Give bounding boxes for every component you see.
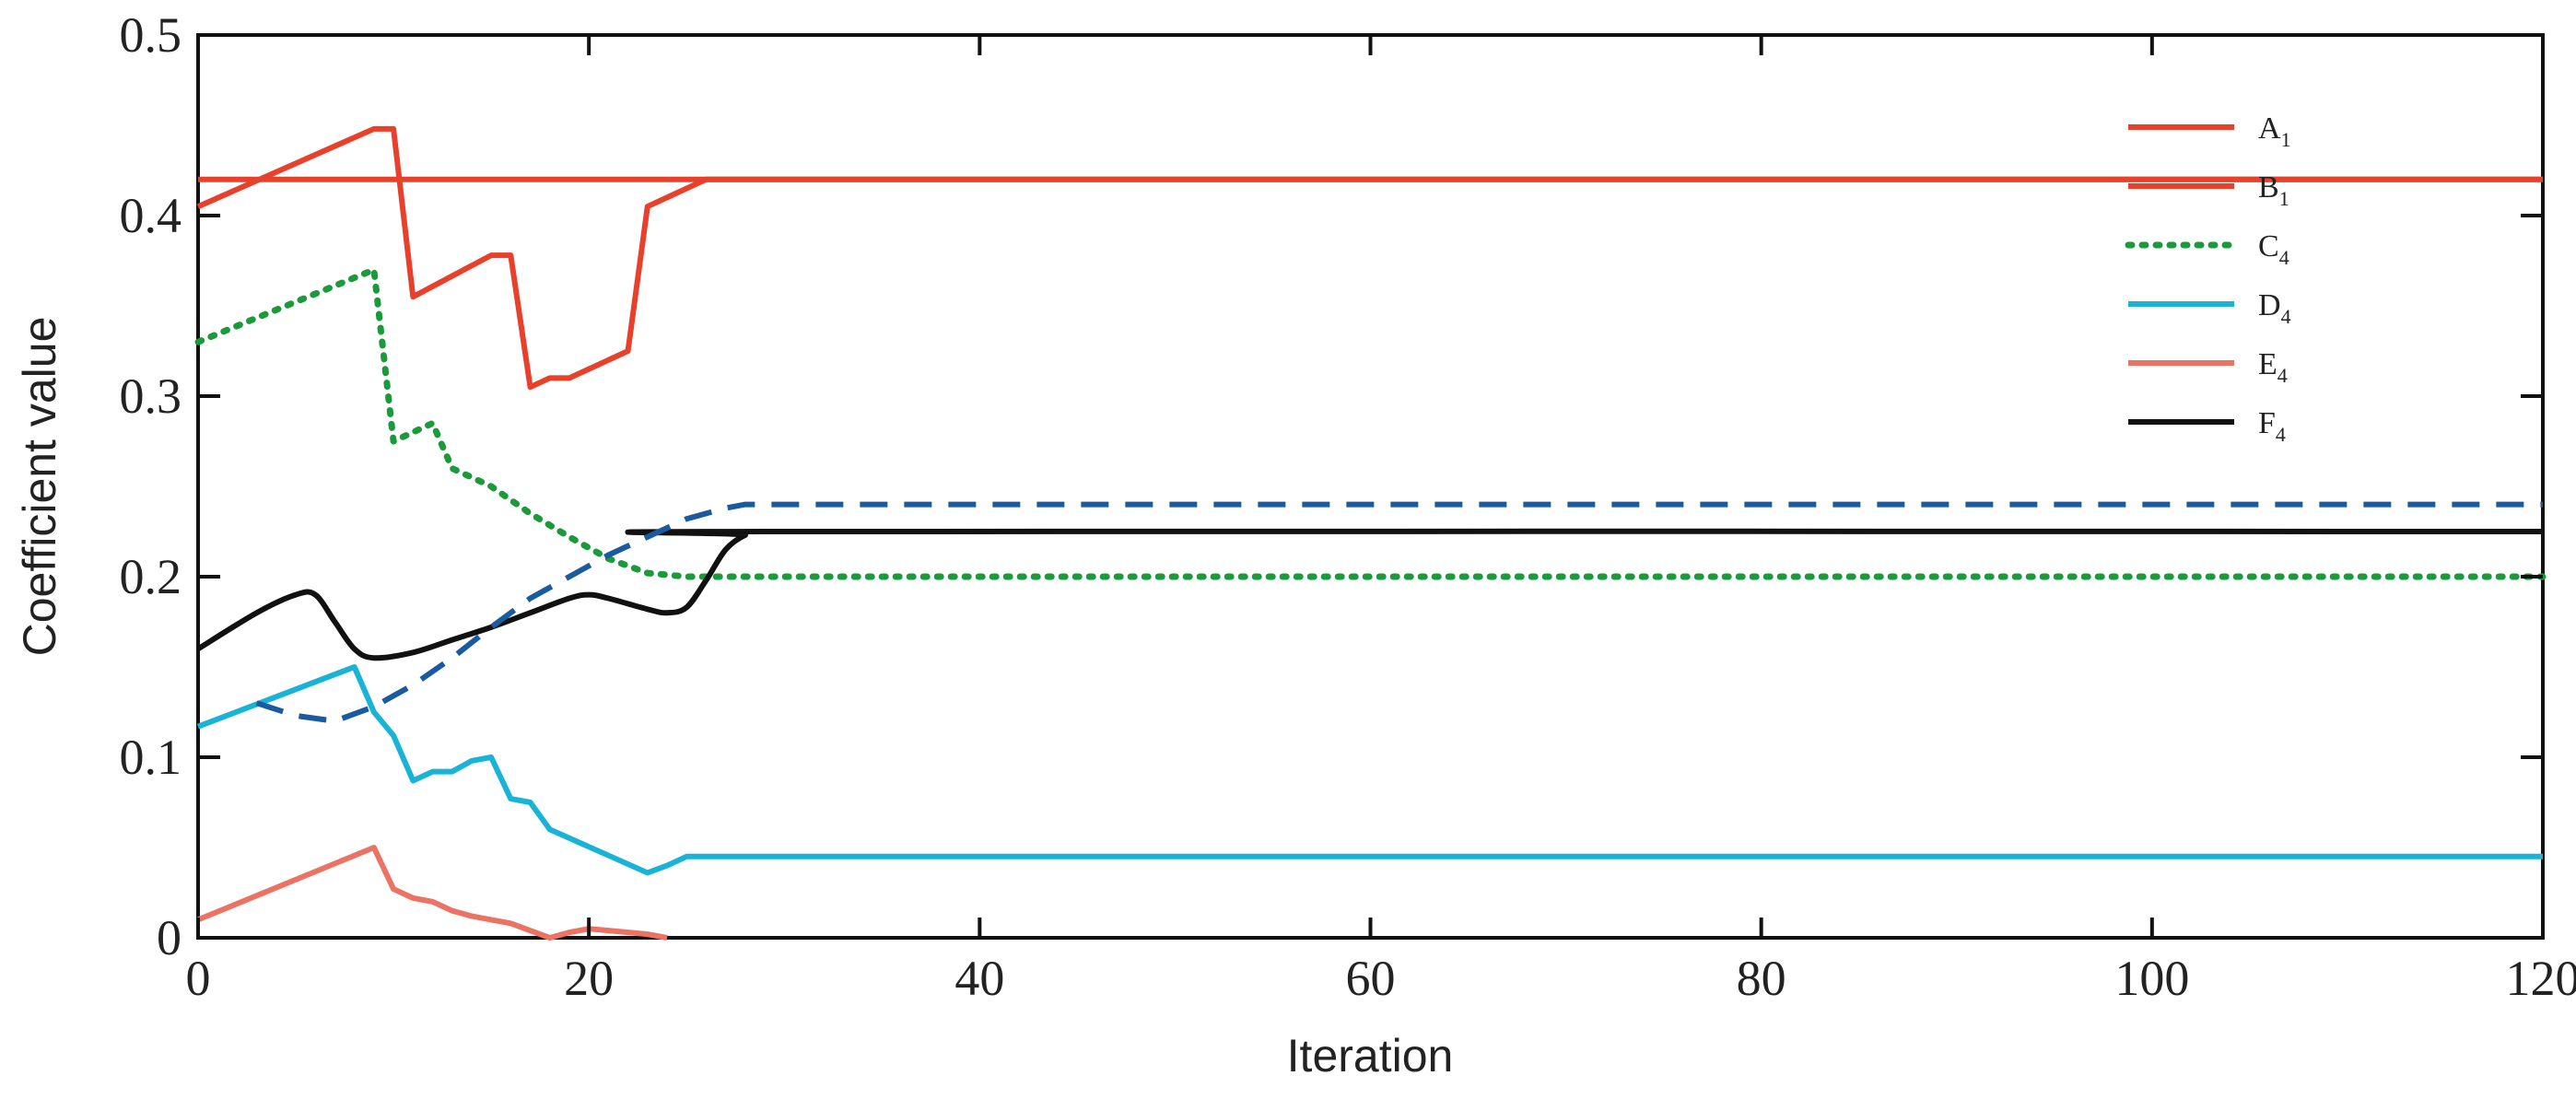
legend-label-e4: E4 — [2258, 347, 2288, 387]
x-tick-label-60: 60 — [1346, 951, 1396, 1006]
series-line-a1 — [196, 125, 2543, 391]
legend-subscript-c4: 4 — [2279, 246, 2289, 269]
legend-subscript-e4: 4 — [2277, 364, 2288, 387]
legend-label-c4: C4 — [2258, 229, 2289, 269]
y-tick-label-0.2: 0.2 — [120, 549, 182, 604]
x-tick-label-40: 40 — [954, 951, 1004, 1006]
x-tick-label-100: 100 — [2114, 951, 2189, 1006]
series-line-e4 — [196, 845, 668, 941]
legend-subscript-b1: 1 — [2279, 187, 2289, 210]
legend-subscript-f4: 4 — [2276, 423, 2286, 446]
legend-label-d4: D4 — [2258, 288, 2291, 328]
y-tick-label-0.3: 0.3 — [120, 368, 182, 424]
x-tick-label-0: 0 — [186, 951, 211, 1006]
x-tick-label-20: 20 — [564, 951, 614, 1006]
series-line-unlabeled-6 — [255, 501, 2543, 724]
legend: A1 B1 C4 D4 E4 F4 — [2125, 111, 2291, 446]
legend-subscript-d4: 4 — [2281, 305, 2291, 328]
y-axis-title: Coefficient value — [14, 317, 65, 657]
series-line-f4 — [196, 528, 2544, 661]
x-tick-label-80: 80 — [1737, 951, 1786, 1006]
series-line-d4 — [196, 664, 2543, 876]
y-tick-label-0: 0 — [157, 910, 181, 965]
legend-label-a1: A1 — [2258, 111, 2291, 151]
legend-label-f4: F4 — [2258, 406, 2286, 446]
x-tick-label-120: 120 — [2506, 951, 2576, 1006]
series-layer — [194, 125, 2547, 941]
y-tick-label-0.5: 0.5 — [120, 7, 182, 63]
plot-frame — [196, 33, 2545, 940]
y-tick-label-0.1: 0.1 — [120, 730, 182, 785]
series-line-c4 — [194, 266, 2547, 580]
y-tick-label-0.4: 0.4 — [120, 188, 182, 243]
x-axis-title: Iteration — [1287, 1030, 1454, 1081]
legend-subscript-a1: 1 — [2281, 128, 2291, 151]
ticks-layer: 0 20 40 60 80 100 120 0 0.1 0.2 0.3 0.4 0.5 — [120, 7, 2576, 1006]
legend-label-b1: B1 — [2258, 170, 2289, 210]
